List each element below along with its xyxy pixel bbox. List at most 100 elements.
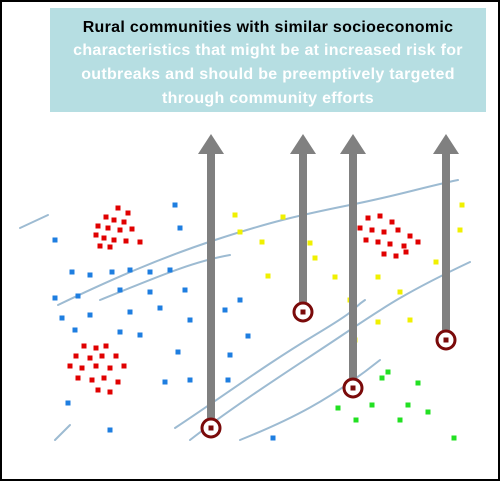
river — [57, 179, 459, 306]
community-dot — [99, 353, 105, 359]
community-dot — [137, 332, 143, 338]
target-center — [350, 385, 356, 391]
community-dot — [222, 307, 228, 313]
community-dot — [107, 427, 113, 433]
river — [54, 424, 71, 441]
community-dot — [187, 377, 193, 383]
community-dot — [109, 269, 115, 275]
arrow-shaft — [299, 150, 307, 302]
community-dot — [280, 214, 286, 220]
community-dot — [147, 289, 153, 295]
community-dot — [177, 225, 183, 231]
community-dot — [385, 369, 391, 375]
community-dot — [387, 241, 393, 247]
arrow-shaft — [349, 150, 357, 378]
community-dot — [52, 237, 58, 243]
community-dot — [69, 269, 75, 275]
community-dot — [101, 375, 107, 381]
community-dot — [127, 267, 133, 273]
community-dot — [365, 215, 371, 221]
arrow-head — [198, 134, 224, 154]
arrow-shaft — [207, 150, 215, 418]
target-center — [300, 309, 306, 315]
river — [99, 254, 231, 301]
community-markers — [52, 202, 465, 441]
community-dot — [375, 274, 381, 280]
community-dot — [369, 402, 375, 408]
community-dot — [335, 405, 341, 411]
community-dot — [357, 225, 363, 231]
callout-line: through community efforts — [162, 90, 374, 107]
community-dot — [312, 255, 318, 261]
community-dot — [175, 349, 181, 355]
community-dot — [425, 409, 431, 415]
community-dot — [237, 229, 243, 235]
community-dot — [103, 214, 109, 220]
community-dot — [363, 237, 369, 243]
callout-line: characteristics that might be at increas… — [73, 42, 463, 59]
community-dot — [397, 289, 403, 295]
community-dot — [137, 239, 143, 245]
arrow-head — [290, 134, 316, 154]
community-dot — [172, 202, 178, 208]
community-dot — [95, 223, 101, 229]
community-dot — [67, 363, 73, 369]
community-dot — [127, 309, 133, 315]
community-dot — [121, 219, 127, 225]
river — [239, 359, 381, 441]
community-dot — [379, 375, 385, 381]
community-dot — [167, 267, 173, 273]
community-dot — [162, 379, 168, 385]
target-center — [443, 337, 449, 343]
community-dot — [105, 225, 111, 231]
community-dot — [381, 229, 387, 235]
community-dot — [121, 363, 127, 369]
arrow-shaft — [442, 150, 450, 330]
community-dot — [225, 377, 231, 383]
community-dot — [87, 312, 93, 318]
community-dot — [157, 305, 163, 311]
community-dot — [265, 273, 271, 279]
target-center — [208, 425, 214, 431]
community-dot — [111, 237, 117, 243]
community-dot — [75, 375, 81, 381]
arrow-head — [340, 134, 366, 154]
community-dot — [369, 227, 375, 233]
community-dot — [353, 417, 359, 423]
community-dot — [95, 387, 101, 393]
community-dot — [107, 389, 113, 395]
callout-line: Rural communities with similar socioecon… — [83, 19, 454, 36]
community-dot — [407, 233, 413, 239]
arrows — [198, 134, 459, 439]
community-dot — [72, 327, 78, 333]
community-dot — [123, 238, 129, 244]
community-dot — [129, 226, 135, 232]
community-dot — [103, 343, 109, 349]
community-dot — [111, 217, 117, 223]
community-dot — [107, 365, 113, 371]
river — [189, 261, 471, 441]
community-dot — [237, 297, 243, 303]
community-dot — [377, 213, 383, 219]
community-dot — [187, 317, 193, 323]
river — [19, 214, 49, 229]
community-dot — [451, 435, 457, 441]
arrow-head — [433, 134, 459, 154]
community-dot — [259, 239, 265, 245]
community-dot — [232, 212, 238, 218]
community-dot — [389, 219, 395, 225]
community-dot — [89, 377, 95, 383]
community-dot — [93, 345, 99, 351]
community-dot — [115, 379, 121, 385]
community-dot — [405, 402, 411, 408]
community-dot — [97, 243, 103, 249]
community-dot — [75, 293, 81, 299]
community-dot — [93, 232, 99, 238]
community-dot — [381, 251, 387, 257]
community-dot — [93, 363, 99, 369]
community-dot — [457, 227, 463, 233]
community-dot — [73, 353, 79, 359]
community-dot — [117, 329, 123, 335]
